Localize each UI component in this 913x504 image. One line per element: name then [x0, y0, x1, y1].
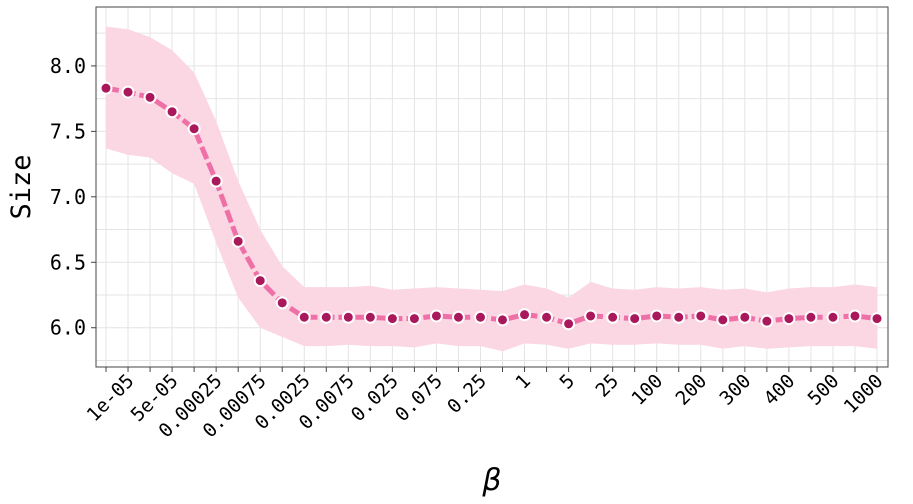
- data-point: [275, 296, 289, 310]
- data-point: [473, 310, 487, 324]
- x-tick-label: 100: [627, 370, 667, 410]
- data-point: [363, 310, 377, 324]
- y-tick-label: 6.5: [50, 250, 86, 274]
- data-point: [716, 313, 730, 327]
- data-point: [385, 312, 399, 326]
- x-tick-label: 500: [804, 370, 844, 410]
- data-point: [606, 310, 620, 324]
- data-point: [165, 105, 179, 119]
- y-tick-label: 7.0: [50, 185, 86, 209]
- data-point: [253, 274, 267, 288]
- data-point: [319, 310, 333, 324]
- data-point: [738, 310, 752, 324]
- data-point: [341, 310, 355, 324]
- x-tick-label: 1e-05: [83, 370, 139, 426]
- x-tick-label: 1: [511, 370, 535, 394]
- x-tick-label: 5: [555, 370, 579, 394]
- y-axis-ticks: 6.0 6.5 7.0 7.5 8.0: [50, 54, 96, 340]
- x-tick-label: 25: [591, 370, 623, 402]
- data-point: [804, 310, 818, 324]
- data-point: [562, 317, 576, 331]
- data-point: [540, 310, 554, 324]
- data-point: [694, 309, 708, 323]
- y-tick-label: 8.0: [50, 54, 86, 78]
- data-point: [451, 310, 465, 324]
- data-point: [826, 310, 840, 324]
- x-axis-ticks: 1e-055e-050.000250.000750.00250.00750.02…: [83, 367, 888, 442]
- y-tick-label: 6.0: [50, 316, 86, 340]
- data-point: [518, 308, 532, 322]
- x-tick-label: 0.025: [347, 370, 403, 426]
- data-point: [407, 312, 421, 326]
- data-point: [187, 122, 201, 136]
- data-points: [99, 81, 884, 331]
- data-point: [429, 309, 443, 323]
- data-point: [231, 234, 245, 248]
- data-point: [297, 310, 311, 324]
- data-point: [584, 309, 598, 323]
- confidence-band: [106, 26, 877, 352]
- x-tick-label: 0.075: [391, 370, 447, 426]
- y-axis-label: Size: [6, 154, 37, 219]
- data-point: [99, 81, 113, 95]
- x-tick-label: 1000: [840, 370, 888, 418]
- data-point: [870, 312, 884, 326]
- x-tick-label: 200: [671, 370, 711, 410]
- data-point: [209, 174, 223, 188]
- data-point: [672, 310, 686, 324]
- plot-frame: [95, 6, 889, 368]
- data-point: [121, 85, 135, 99]
- x-tick-label: 300: [716, 370, 756, 410]
- x-axis-label: β: [481, 463, 501, 498]
- x-tick-label: 400: [760, 370, 800, 410]
- x-tick-label: 0.25: [443, 370, 491, 418]
- data-point: [496, 313, 510, 327]
- data-point: [848, 309, 862, 323]
- data-point: [143, 90, 157, 104]
- data-point: [628, 312, 642, 326]
- y-tick-label: 7.5: [50, 119, 86, 143]
- data-point: [782, 312, 796, 326]
- data-point: [650, 309, 664, 323]
- data-point: [760, 314, 774, 328]
